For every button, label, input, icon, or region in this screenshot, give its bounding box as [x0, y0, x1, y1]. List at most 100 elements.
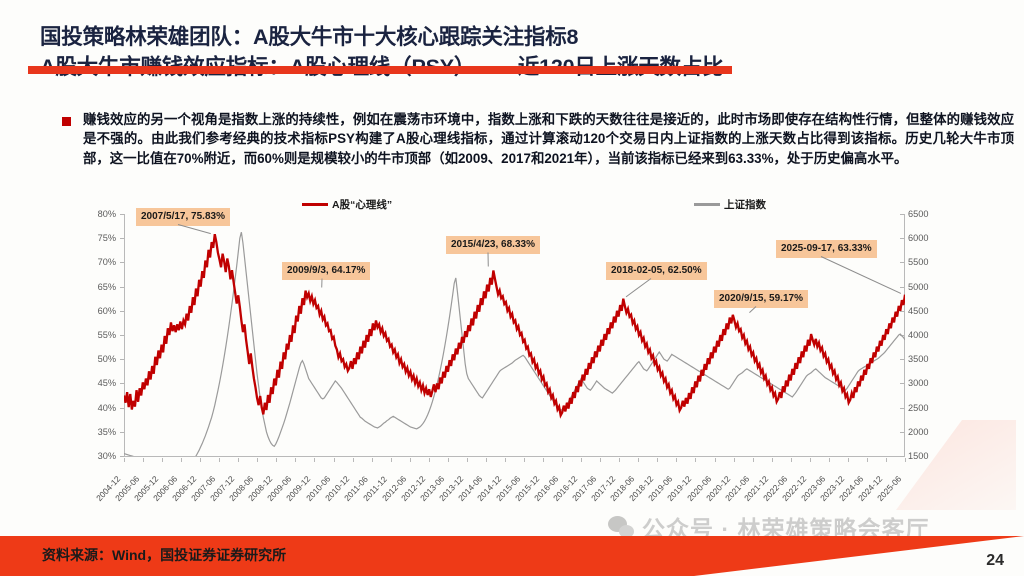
bullet-square-icon: [62, 117, 71, 126]
source-text: 资料来源：Wind，国投证券证券研究所: [42, 547, 287, 563]
y-left-tick-mark: [120, 335, 124, 336]
y-right-tick-mark: [900, 383, 904, 385]
y-left-tick-mark: [120, 214, 124, 215]
y-left-tick-mark: [120, 286, 124, 288]
line-series-index: [124, 232, 905, 456]
annotation-leader-line: [320, 278, 323, 288]
legend-swatch-psy-icon: [302, 203, 328, 206]
x-tick-mark: [409, 458, 411, 462]
y-left-tick-label: 60%: [97, 305, 116, 316]
body-paragraph: 赚钱效应的另一个视角是指数上涨的持续性，例如在震荡市环境中，指数上涨和下跌的天数…: [83, 112, 1014, 166]
x-tick-mark: [219, 458, 221, 462]
x-tick-mark: [314, 458, 316, 462]
y-left-tick-label: 75%: [97, 233, 116, 244]
y-right-tick-mark: [900, 310, 904, 312]
y-left-tick-mark: [120, 238, 124, 240]
x-tick-mark: [466, 458, 468, 462]
y-left-tick-label: 80%: [97, 209, 116, 219]
x-axis-labels: 2004-12 2005-06 2005-12 2006-06 2006-12 2007-…: [94, 458, 906, 514]
x-tick-mark: [390, 458, 392, 462]
x-tick-mark: [276, 458, 278, 462]
legend-label-index: 上证指数: [724, 199, 766, 211]
x-tick-mark: [200, 458, 202, 462]
x-tick-mark: [885, 458, 887, 462]
wechat-icon: [608, 516, 634, 538]
chart-legend: A股“心理线” 上证指数: [86, 196, 948, 214]
y-right-tick-label: 5000: [908, 281, 929, 292]
legend-label-psy: A股“心理线”: [332, 199, 393, 211]
body-paragraph-row: 赚钱效应的另一个视角是指数上涨的持续性，例如在震荡市环境中，指数上涨和下跌的天数…: [62, 110, 1014, 168]
x-tick-mark: [162, 458, 164, 462]
chart-annotation-label: 2025-09-17, 63.33%: [776, 240, 877, 258]
x-tick-mark: [562, 458, 564, 462]
x-tick-mark: [485, 458, 487, 462]
x-tick-mark: [581, 458, 583, 462]
x-tick-mark: [124, 458, 125, 462]
y-right-tick-label: 2000: [908, 426, 929, 437]
x-tick-mark: [428, 458, 430, 462]
legend-item-psy[interactable]: A股“心理线”: [302, 197, 392, 212]
y-left-tick-label: 35%: [97, 426, 116, 437]
y-left-tick-label: 30%: [97, 451, 116, 461]
y-axis-left: [124, 214, 125, 456]
y-right-tick-label: 4000: [908, 330, 929, 340]
y-left-tick-mark: [120, 262, 124, 264]
y-right-tick-label: 1500: [908, 451, 929, 461]
chart-annotation-label: 2007/5/17, 75.83%: [136, 208, 230, 226]
x-tick-mark: [847, 458, 849, 462]
y-left-tick-mark: [120, 359, 124, 361]
x-tick-mark: [181, 458, 183, 462]
chart-annotation-label: 2015/4/23, 68.33%: [446, 236, 540, 254]
x-tick-mark: [866, 458, 868, 462]
y-right-tick-label: 5500: [908, 257, 929, 268]
legend-item-index[interactable]: 上证指数: [694, 197, 766, 212]
chart-annotation-label: 2018-02-05, 62.50%: [606, 262, 707, 280]
y-right-tick-label: 4500: [908, 305, 929, 316]
y-right-tick-label: 6000: [908, 233, 929, 244]
y-right-tick-mark: [900, 286, 904, 288]
x-tick-mark: [143, 458, 145, 462]
x-tick-mark: [447, 458, 449, 462]
y-right-tick-mark: [900, 214, 904, 215]
y-left-tick-mark: [120, 456, 124, 457]
x-tick-mark: [352, 458, 354, 462]
x-tick-mark: [524, 458, 526, 462]
x-tick-mark: [619, 458, 621, 462]
y-axis-right: [904, 214, 905, 456]
x-tick-mark: [657, 458, 659, 462]
y-right-tick-label: 6500: [908, 209, 929, 219]
y-right-tick-mark: [900, 359, 904, 361]
x-tick-mark: [600, 458, 602, 462]
x-tick-mark: [504, 458, 506, 462]
x-tick-mark: [638, 458, 640, 462]
y-left-tick-label: 40%: [97, 402, 116, 413]
psy-chart: A股“心理线” 上证指数 30% 35% 40% 45% 50% 55% 60% 65% 70%…: [86, 196, 948, 503]
y-right-tick-label: 3000: [908, 378, 929, 389]
y-right-tick-label: 3500: [908, 354, 929, 365]
y-left-tick-label: 50%: [97, 354, 116, 365]
y-left-tick-label: 55%: [97, 330, 116, 340]
x-tick-mark: [543, 458, 545, 462]
x-tick-mark: [257, 458, 259, 462]
x-tick-mark: [676, 458, 678, 462]
y-left-tick-mark: [120, 407, 124, 409]
line-series-psy: [124, 233, 905, 419]
y-right-tick-mark: [900, 262, 904, 264]
plot-wrapper: 30% 35% 40% 45% 50% 55% 60% 65% 70% 75% 80% 1500 20…: [86, 208, 948, 503]
y-left-tick-label: 45%: [97, 378, 116, 389]
x-tick-mark: [828, 458, 830, 462]
series-canvas: [124, 232, 905, 456]
x-tick-mark: [752, 458, 754, 462]
y-right-tick-mark: [900, 238, 904, 240]
y-right-tick-mark: [900, 407, 904, 409]
x-tick-mark: [295, 458, 297, 462]
y-left-tick-mark: [120, 383, 124, 385]
y-left-tick-mark: [120, 431, 124, 433]
y-left-tick-mark: [120, 310, 124, 312]
title-underline: [28, 66, 732, 74]
title-line-1: 国投策略林荣雄团队：A股大牛市十大核心跟踪关注指标8: [40, 25, 579, 49]
chart-annotation-label: 2020/9/15, 59.17%: [714, 290, 808, 308]
chart-annotation-label: 2009/9/3, 64.17%: [282, 262, 371, 280]
legend-swatch-index-icon: [694, 203, 720, 206]
